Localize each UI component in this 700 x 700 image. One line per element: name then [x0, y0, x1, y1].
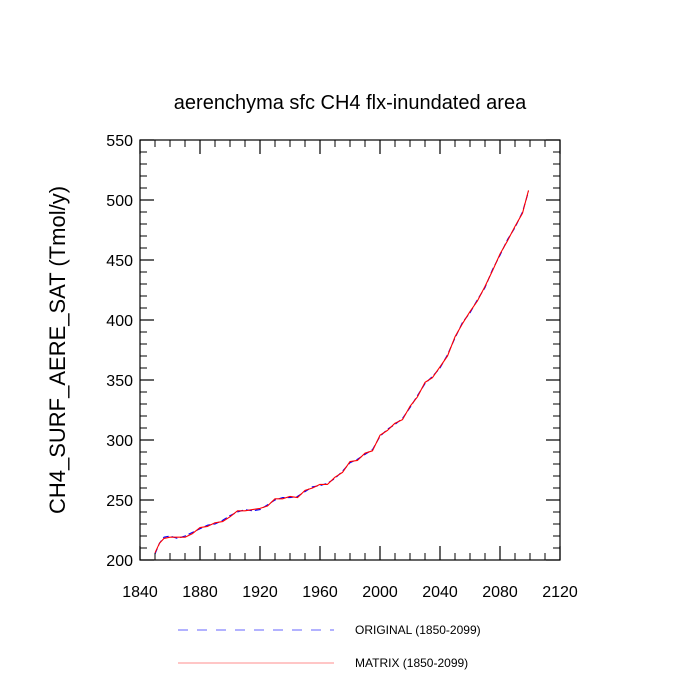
series-line-original [154, 191, 530, 555]
y-tick-label: 300 [106, 433, 133, 450]
series-line-matrix [154, 190, 530, 554]
plot-frame [139, 139, 561, 561]
x-tick-label: 2040 [422, 584, 458, 601]
y-tick-label: 500 [106, 193, 133, 210]
legend: ORIGINAL (1850-2099) MATRIX (1850-2099) [178, 623, 481, 670]
legend-label-original: ORIGINAL (1850-2099) [355, 623, 481, 637]
y-tick-label: 200 [106, 553, 133, 570]
y-axis-label: CH4_SURF_AERE_SAT (Tmol/y) [45, 186, 70, 514]
y-tick-label: 250 [106, 493, 133, 510]
x-tick-label: 2080 [482, 584, 518, 601]
x-tick-label: 1960 [302, 584, 338, 601]
axes-layer: 1840 1880 1920 1960 2000 2040 2080 2120 200 250 30… [106, 133, 578, 601]
series-layer [154, 190, 530, 555]
legend-label-matrix: MATRIX (1850-2099) [355, 656, 468, 670]
x-tick-label: 2120 [542, 584, 578, 601]
x-tick-label: 1880 [182, 584, 218, 601]
x-tick-label: 2000 [362, 584, 398, 601]
y-tick-label: 550 [106, 133, 133, 150]
chart-title: aerenchyma sfc CH4 flx-inundated area [174, 92, 527, 114]
x-tick-label: 1920 [242, 584, 278, 601]
x-tick-label: 1840 [122, 584, 158, 601]
y-tick-label: 400 [106, 313, 133, 330]
y-tick-label: 350 [106, 373, 133, 390]
y-tick-label: 450 [106, 253, 133, 270]
